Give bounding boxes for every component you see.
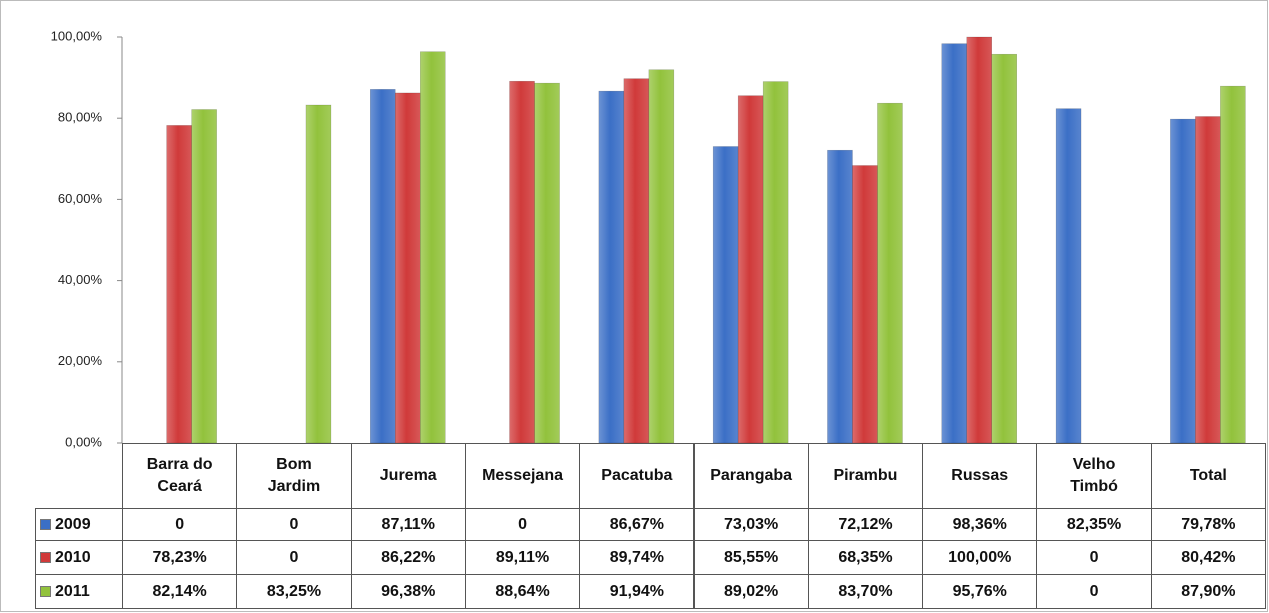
data-label: 98,36% [922,508,1038,541]
legend-key [40,586,51,597]
category-label: Pacatuba [579,443,695,509]
bar [852,165,878,444]
bar [420,51,446,444]
bar [1055,108,1082,444]
legend-entry: 2011 [35,574,123,609]
category-label: Barra do Ceará [122,443,238,509]
category-label: Russas [922,443,1038,509]
bar [737,95,764,444]
data-label: 89,02% [693,574,809,609]
category-label: Parangaba [693,443,809,509]
bar [712,146,739,444]
data-label: 87,11% [350,508,466,541]
category-label: Bom Jardim [236,443,352,509]
category-label: Messejana [464,443,581,509]
legend-key [40,552,51,563]
bar [623,78,650,444]
bar [395,92,421,444]
data-label: 95,76% [922,574,1038,609]
data-label: 0 [236,540,352,575]
y-tick-label: 0,00% [65,434,102,449]
bar [1195,116,1221,444]
data-label: 89,11% [464,540,581,575]
data-label: 87,90% [1150,574,1266,609]
bar [370,89,396,444]
y-tick-label: 20,00% [58,353,103,368]
data-label: 86,22% [350,540,466,575]
data-label: 72,12% [807,508,924,541]
data-label: 0 [1036,574,1152,609]
category-label: Pirambu [807,443,924,509]
bar [827,149,853,444]
legend-key [40,519,51,530]
legend-label: 2011 [55,582,90,600]
data-label: 82,35% [1036,508,1152,541]
legend-entry: 2009 [35,508,123,541]
bar [509,80,535,444]
data-label: 89,74% [579,540,695,575]
y-tick-label: 80,00% [58,110,103,125]
y-tick-label: 100,00% [51,28,103,43]
data-label: 0 [122,508,238,541]
data-label: 85,55% [693,540,809,575]
category-label: Total [1150,443,1266,509]
data-label: 0 [464,508,581,541]
data-label: 100,00% [922,540,1038,575]
bar [598,90,625,444]
bar [941,43,967,444]
category-label: Jurema [350,443,466,509]
bar [1220,85,1246,444]
bar [877,102,903,444]
data-label: 96,38% [350,574,466,609]
data-label: 88,64% [464,574,581,609]
data-label: 78,23% [122,540,238,575]
data-label: 82,14% [122,574,238,609]
y-tick-label: 60,00% [58,191,103,206]
bar [966,36,992,444]
data-label: 68,35% [807,540,924,575]
data-label: 79,78% [1150,508,1266,541]
data-label: 73,03% [693,508,809,541]
data-label: 80,42% [1150,540,1266,575]
y-tick-label: 40,00% [58,272,103,287]
bar [534,82,560,444]
data-label: 83,25% [236,574,352,609]
legend-entry: 2010 [35,540,123,575]
bar [191,109,217,444]
data-label: 0 [1036,540,1152,575]
legend-label: 2010 [55,548,91,566]
data-label: 0 [236,508,352,541]
bar [762,81,789,444]
category-label: Velho Timbó [1036,443,1152,509]
bar [1170,118,1196,444]
data-label: 83,70% [807,574,924,609]
bar [166,125,192,444]
legend-label: 2009 [55,515,91,533]
bar [991,53,1017,444]
data-label: 91,94% [579,574,695,609]
bar [648,69,675,444]
data-label: 86,67% [579,508,695,541]
bar [305,104,332,444]
